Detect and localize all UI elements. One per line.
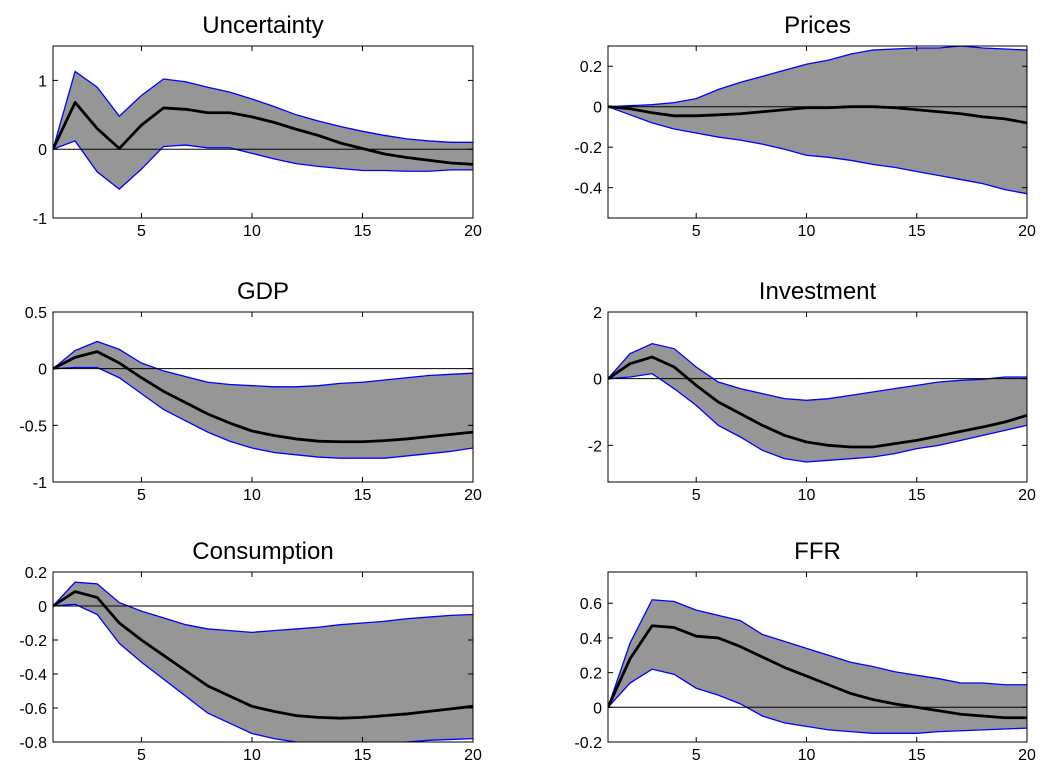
y-tick-label-gdp: 0.5 [25, 305, 47, 322]
y-tick-label-ffr: 0 [593, 700, 602, 717]
plot-area-prices [608, 46, 1027, 195]
x-tick-label-investment: 15 [908, 487, 926, 504]
y-tick-label-consumption: 0.2 [25, 565, 47, 582]
x-tick-label-gdp: 15 [354, 487, 372, 504]
x-tick-label-gdp: 20 [464, 487, 482, 504]
y-tick-label-prices: 0.2 [580, 59, 602, 76]
y-tick-label-uncertainty: -1 [33, 211, 47, 228]
x-tick-label-gdp: 10 [243, 487, 261, 504]
x-tick-label-investment: 5 [692, 487, 701, 504]
panel-ffr: 5 10 15 20 -0.2 0 0.2 0.4 0.6 FFR [574, 538, 1036, 764]
median-line-ffr [608, 624, 1027, 720]
y-tick-label-prices: -0.4 [574, 181, 602, 198]
x-tick-label-investment: 10 [798, 487, 816, 504]
x-tick-label-consumption: 5 [137, 747, 146, 764]
x-tick-label-uncertainty: 10 [243, 223, 261, 240]
y-tick-label-gdp: 0 [38, 362, 47, 379]
panel-title-gdp: GDP [237, 278, 289, 305]
x-tick-label-prices: 10 [798, 223, 816, 240]
plot-area-uncertainty [53, 70, 473, 190]
y-tick-label-consumption: -0.6 [19, 701, 47, 718]
plot-area-investment [608, 342, 1027, 463]
axes-frame-consumption [52, 571, 474, 743]
confidence-band-consumption [53, 582, 473, 742]
x-tick-label-ffr: 10 [798, 747, 816, 764]
y-tick-label-uncertainty: 0 [38, 142, 47, 159]
x-tick-label-uncertainty: 5 [137, 223, 146, 240]
x-tick-label-investment: 20 [1018, 487, 1036, 504]
plot-area-consumption [53, 581, 473, 742]
x-tick-label-consumption: 10 [243, 747, 261, 764]
x-tick-label-prices: 20 [1018, 223, 1036, 240]
upper-bound-line-ffr [608, 599, 1027, 708]
y-tick-label-gdp: -0.5 [19, 418, 47, 435]
confidence-band-ffr [608, 599, 1027, 734]
upper-bound-line-gdp [53, 340, 473, 388]
panel-uncertainty: 5 10 15 20 -1 0 1 Uncertainty [33, 12, 482, 240]
y-tick-label-consumption: -0.4 [19, 667, 47, 684]
x-tick-label-ffr: 20 [1018, 747, 1036, 764]
y-tick-label-gdp: -1 [33, 475, 47, 492]
y-tick-label-prices: -0.2 [574, 140, 602, 157]
plot-area-gdp [53, 340, 473, 459]
confidence-band-gdp [53, 341, 473, 459]
median-line-consumption [53, 590, 473, 720]
upper-bound-line-consumption [53, 581, 473, 634]
y-tick-label-ffr: 0.6 [580, 596, 602, 613]
axes-frame-prices [607, 45, 1028, 219]
lower-bound-line-prices [608, 106, 1027, 195]
upper-bound-line-investment [608, 342, 1027, 401]
panel-gdp: 5 10 15 20 -1 -0.5 0 0.5 GDP [19, 278, 482, 504]
y-tick-label-investment: 2 [593, 305, 602, 322]
y-tick-label-investment: -2 [588, 438, 602, 455]
x-tick-label-uncertainty: 20 [464, 223, 482, 240]
y-tick-label-ffr: -0.2 [574, 735, 602, 752]
panel-consumption: 5 10 15 20 -0.8 -0.6 -0.4 -0.2 0 0.2 Consumption [19, 538, 482, 764]
x-tick-label-gdp: 5 [137, 487, 146, 504]
lower-bound-line-ffr [608, 668, 1027, 734]
median-line-investment [608, 355, 1027, 449]
median-line-uncertainty [53, 101, 473, 166]
panel-title-ffr: FFR [794, 538, 841, 565]
panel-title-uncertainty: Uncertainty [202, 12, 323, 39]
lower-bound-line-uncertainty [53, 140, 473, 190]
panel-prices: 5 10 15 20 -0.4 -0.2 0 0.2 Prices [574, 12, 1036, 240]
x-tick-label-consumption: 15 [354, 747, 372, 764]
y-tick-label-ffr: 0.2 [580, 666, 602, 683]
median-line-gdp [53, 350, 473, 444]
plot-area-ffr [608, 599, 1027, 734]
axes-frame-gdp [52, 311, 474, 483]
y-tick-label-consumption: 0 [38, 599, 47, 616]
axes-frame-uncertainty [52, 45, 474, 219]
panel-title-investment: Investment [759, 278, 877, 305]
x-tick-label-uncertainty: 15 [354, 223, 372, 240]
confidence-band-uncertainty [53, 71, 473, 190]
confidence-band-investment [608, 343, 1027, 462]
lower-bound-line-consumption [53, 603, 473, 742]
median-line-prices [608, 105, 1027, 125]
x-tick-label-consumption: 20 [464, 747, 482, 764]
confidence-band-prices [608, 46, 1027, 194]
lower-bound-line-gdp [53, 366, 473, 459]
lower-bound-line-investment [608, 372, 1027, 463]
panel-title-prices: Prices [784, 12, 851, 39]
x-tick-label-ffr: 15 [908, 747, 926, 764]
upper-bound-line-uncertainty [53, 70, 473, 150]
x-tick-label-ffr: 5 [692, 747, 701, 764]
y-tick-label-uncertainty: 1 [38, 73, 47, 90]
panel-title-consumption: Consumption [192, 538, 333, 565]
axes-frame-ffr [607, 571, 1028, 743]
y-tick-label-ffr: 0.4 [580, 631, 602, 648]
y-tick-label-consumption: -0.2 [19, 633, 47, 650]
axes-frame-investment [607, 311, 1028, 483]
y-tick-label-prices: 0 [593, 100, 602, 117]
x-tick-label-prices: 15 [908, 223, 926, 240]
x-tick-label-prices: 5 [692, 223, 701, 240]
y-tick-label-investment: 0 [593, 372, 602, 389]
panel-investment: 5 10 15 20 -2 0 2 Investment [588, 278, 1036, 504]
y-tick-label-consumption: -0.8 [19, 735, 47, 752]
